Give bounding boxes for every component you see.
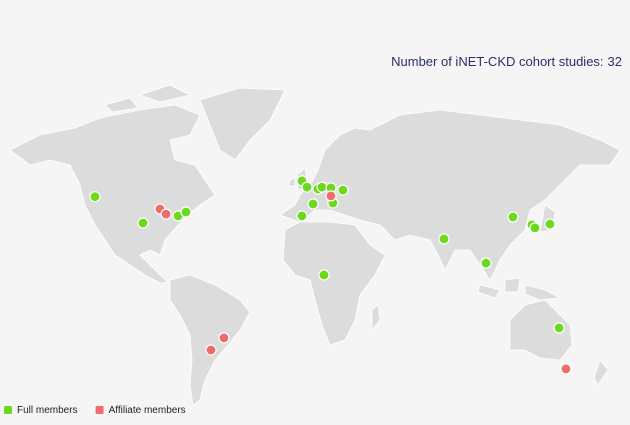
madagascar	[371, 304, 381, 332]
legend-label: Full members	[17, 405, 78, 416]
eurasia	[279, 109, 621, 281]
title-count: 32	[608, 54, 622, 69]
study-marker[interactable]	[160, 208, 172, 220]
legend-label: Affiliate members	[109, 405, 186, 416]
land	[9, 84, 621, 406]
markers	[89, 175, 572, 375]
new-zealand	[593, 359, 609, 386]
study-marker[interactable]	[301, 181, 313, 193]
arctic-islands	[104, 84, 192, 113]
study-marker[interactable]	[560, 363, 572, 375]
africa	[282, 221, 386, 346]
study-marker[interactable]	[438, 233, 450, 245]
legend-swatch	[95, 406, 104, 414]
study-marker[interactable]	[553, 322, 565, 334]
legend: Full members Affiliate members	[4, 405, 186, 416]
study-marker[interactable]	[529, 222, 541, 234]
title-label: Number of iNET-CKD cohort studies:	[391, 54, 603, 69]
study-marker[interactable]	[325, 190, 337, 202]
north-america	[9, 104, 216, 284]
study-marker[interactable]	[544, 218, 556, 230]
study-marker[interactable]	[180, 206, 192, 218]
study-marker[interactable]	[318, 269, 330, 281]
south-america	[169, 274, 251, 406]
legend-swatch	[4, 406, 12, 414]
study-marker[interactable]	[337, 184, 349, 196]
study-marker[interactable]	[507, 211, 519, 223]
study-marker[interactable]	[218, 332, 230, 344]
study-marker[interactable]	[89, 191, 101, 203]
study-marker[interactable]	[137, 217, 149, 229]
indonesia	[477, 277, 562, 301]
map-title: Number of iNET-CKD cohort studies: 32	[391, 54, 622, 69]
study-marker[interactable]	[307, 198, 319, 210]
study-marker[interactable]	[480, 257, 492, 269]
greenland	[199, 87, 286, 161]
study-marker[interactable]	[205, 344, 217, 356]
study-marker[interactable]	[296, 210, 308, 222]
australia	[509, 299, 573, 361]
